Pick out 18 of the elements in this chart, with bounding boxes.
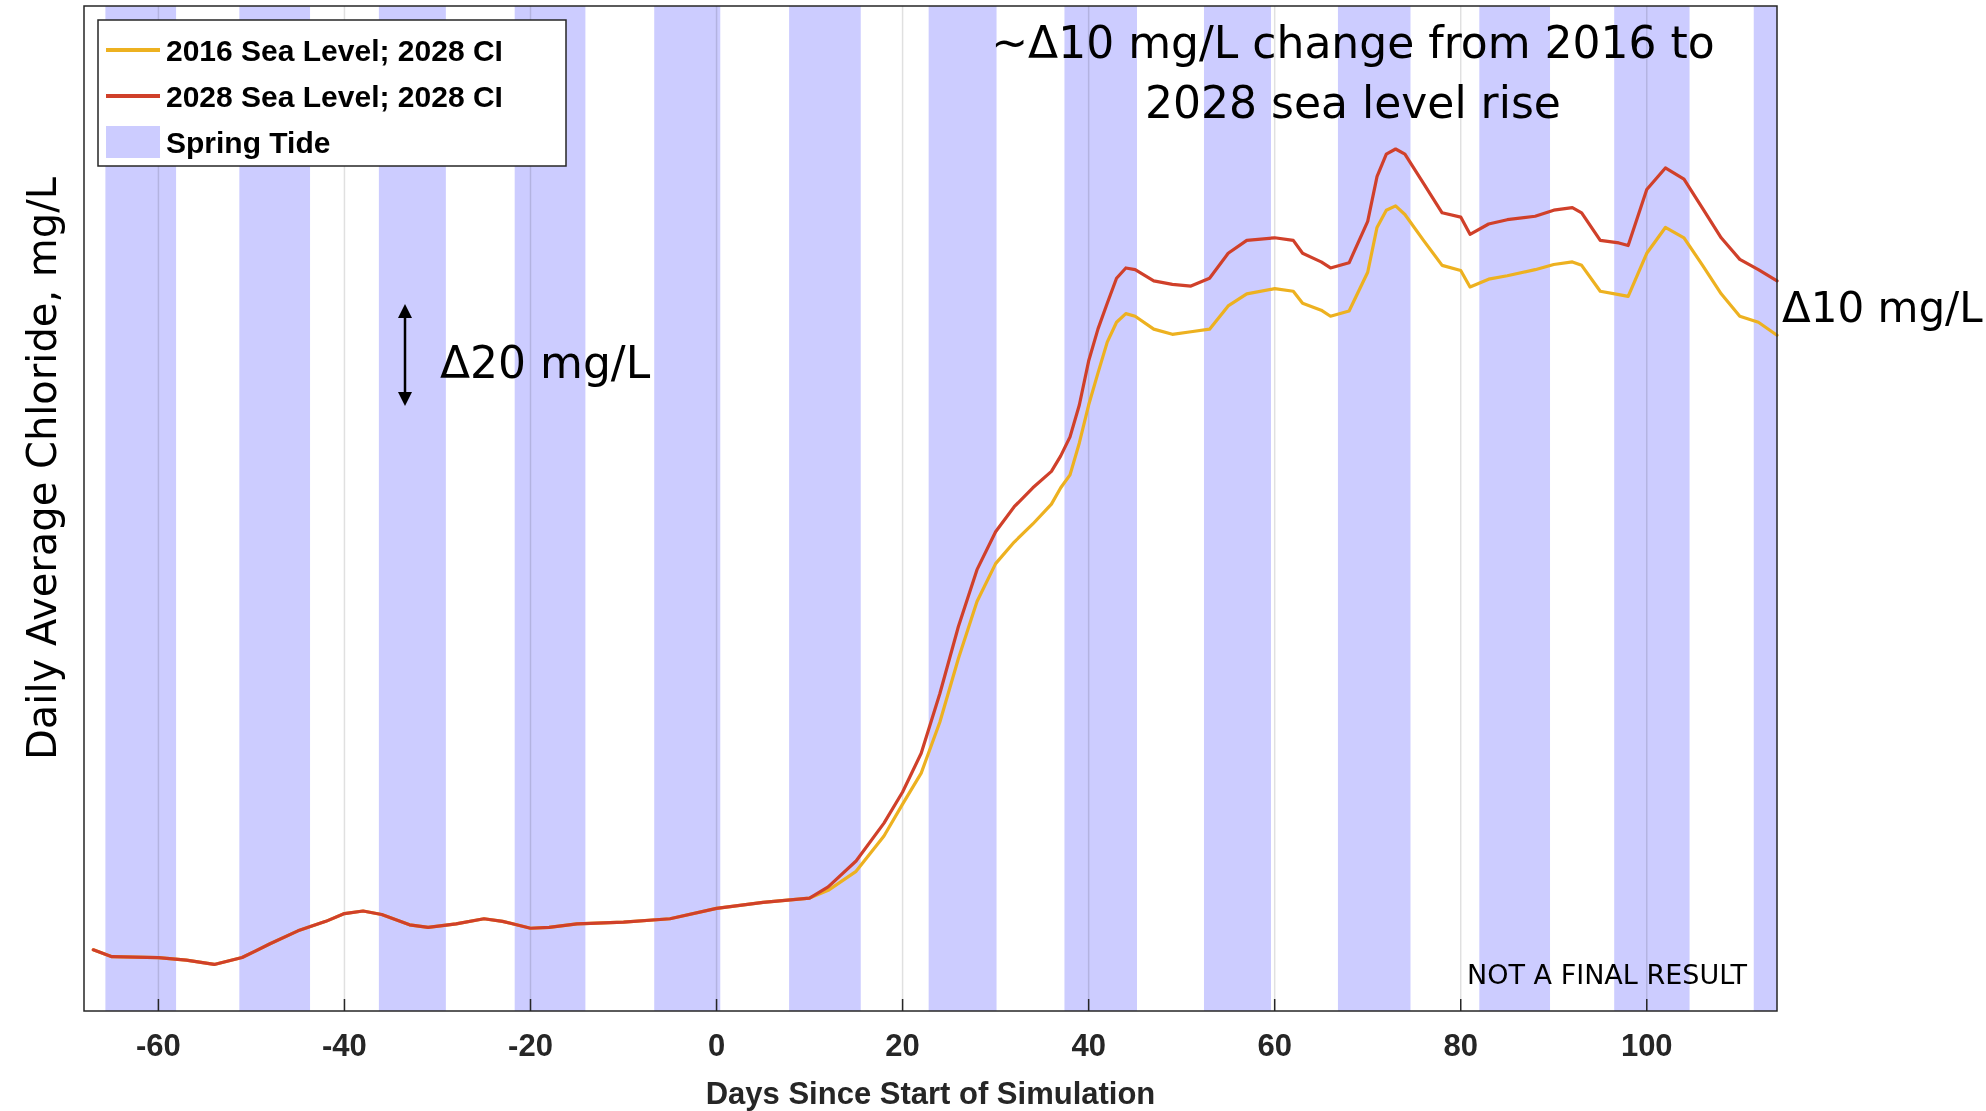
x-tick-label: 80 <box>1443 1028 1478 1063</box>
annotation: NOT A FINAL RESULT <box>1467 959 1748 990</box>
legend-label: 2028 Sea Level; 2028 CI <box>166 80 503 113</box>
x-tick-label: 60 <box>1257 1028 1292 1063</box>
x-axis-title: Days Since Start of Simulation <box>705 1076 1156 1111</box>
x-tick-label: 40 <box>1071 1028 1106 1063</box>
annotation: Δ20 mg/L <box>440 337 651 388</box>
x-tick-label: -20 <box>508 1028 553 1063</box>
x-tick-label: 0 <box>707 1028 726 1063</box>
x-tick-label: -40 <box>322 1028 367 1063</box>
x-tick-label: -60 <box>136 1028 181 1063</box>
x-tick-label: 20 <box>885 1028 920 1063</box>
text: Δ10 mg/L <box>1782 283 1984 332</box>
x-tick-label: 100 <box>1620 1028 1673 1063</box>
y-axis-title: Daily Average Chloride, mg/L <box>19 176 65 760</box>
text: ~Δ10 mg/L change from 2016 to 2028 sea level rise <box>991 17 1715 128</box>
legend-label: 2016 Sea Level; 2028 CI <box>166 34 503 67</box>
band-label: Spring Tide <box>166 126 331 159</box>
